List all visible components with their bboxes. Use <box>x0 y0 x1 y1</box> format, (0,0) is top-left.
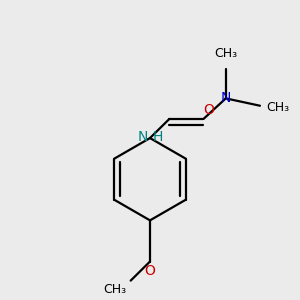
Text: CH₃: CH₃ <box>214 47 237 60</box>
Text: N: N <box>138 130 148 144</box>
Text: O: O <box>145 264 155 278</box>
Text: CH₃: CH₃ <box>266 101 289 114</box>
Text: N: N <box>220 92 231 105</box>
Text: O: O <box>203 103 214 118</box>
Text: H: H <box>152 130 163 144</box>
Text: CH₃: CH₃ <box>103 283 126 296</box>
